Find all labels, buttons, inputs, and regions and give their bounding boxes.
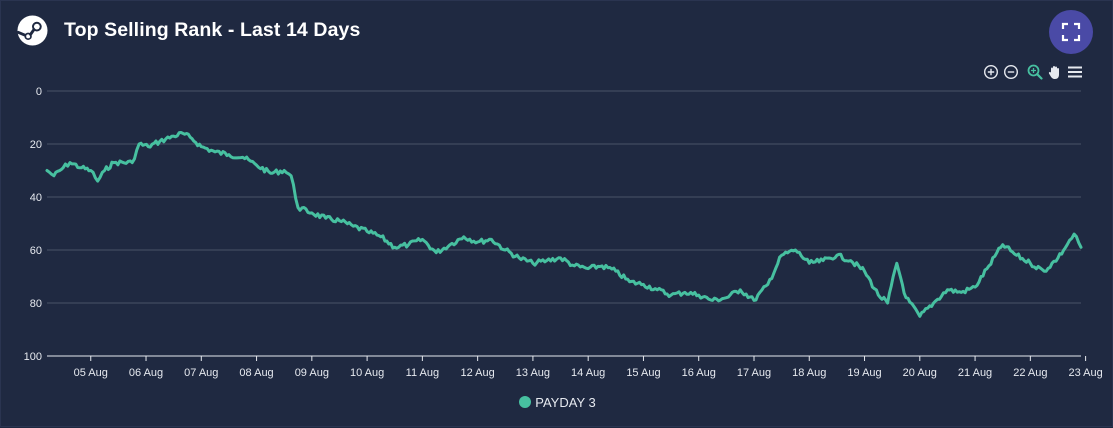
chart-header: Top Selling Rank - Last 14 Days [1,1,1113,61]
x-tick-label: 13 Aug [516,367,550,379]
x-tick-label: 20 Aug [903,367,937,379]
x-tick-label: 10 Aug [350,367,384,379]
x-tick-label: 11 Aug [406,367,439,379]
pan-hand-icon[interactable] [1047,64,1063,80]
legend-label: PAYDAY 3 [535,394,596,410]
x-tick-label: 06 Aug [129,367,163,379]
x-tick-label: 22 Aug [1013,367,1047,379]
x-tick-label: 21 Aug [958,367,992,379]
y-tick-label: 100 [24,351,42,363]
y-tick-label: 80 [30,298,42,310]
x-tick-label: 05 Aug [74,367,108,379]
x-tick-label: 07 Aug [184,367,218,379]
y-tick-label: 0 [36,86,42,98]
grid-layer [47,90,1081,357]
fullscreen-expand-icon [1061,22,1081,42]
zoom-in-icon[interactable] [983,64,999,80]
x-tick-label: 17 Aug [737,367,771,379]
x-tick-label: 16 Aug [682,367,716,379]
x-tick-label: 14 Aug [571,367,605,379]
fullscreen-button[interactable] [1049,10,1093,54]
legend-marker [519,396,532,408]
menu-icon[interactable] [1067,64,1083,80]
x-tick-label: 19 Aug [847,367,881,379]
y-tick-label: 60 [30,245,42,257]
y-tick-label: 40 [30,192,42,204]
x-tick-label: 15 Aug [626,367,660,379]
zoom-out-icon[interactable] [1003,64,1019,80]
x-tick-label: 23 Aug [1068,367,1102,379]
x-tick-label: 12 Aug [461,367,495,379]
series-layer [45,131,1083,318]
chart-toolbar [983,64,1085,82]
x-tick-label: 08 Aug [239,367,273,379]
chart-legend: PAYDAY 3 [1,392,1113,412]
axis-layer: 0 20 40 60 80 100 05 Aug 06 Aug 07 Aug 08 Aug 09 A… [24,86,1103,379]
x-tick-label: 18 Aug [792,367,826,379]
zoom-selection-icon[interactable] [1027,64,1043,80]
steam-logo-icon [17,15,48,46]
x-tick-label: 09 Aug [295,367,329,379]
page-title: Top Selling Rank - Last 14 Days [64,19,361,41]
legend-item-payday-3[interactable]: PAYDAY 3 [519,394,596,410]
series-line-payday-3[interactable] [45,131,1083,318]
y-tick-label: 20 [30,139,42,151]
